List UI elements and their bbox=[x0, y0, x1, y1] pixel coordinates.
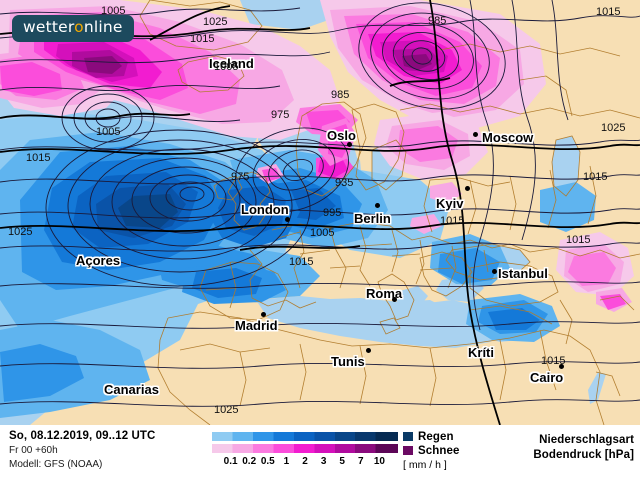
scale-tick: 0.2 bbox=[242, 456, 257, 467]
scale-tick: 0.5 bbox=[260, 456, 275, 467]
legend-key-snow: Schnee bbox=[403, 444, 460, 457]
precipitation-scale: 0.1 0.2 0.5 1 2 3 5 7 10 bbox=[212, 432, 398, 469]
logo-text-before: wetter bbox=[23, 18, 75, 36]
city-dot-kyiv bbox=[465, 186, 470, 191]
legend-footer: So, 08.12.2019, 09..12 UTC Fr 00 +60h Mo… bbox=[0, 425, 640, 478]
scale-tick: 0.1 bbox=[223, 456, 238, 467]
scale-tick: 10 bbox=[373, 456, 385, 467]
logo-text-after: nline bbox=[83, 18, 123, 36]
scale-tick: 7 bbox=[358, 456, 364, 467]
parameter-precip-type: Niederschlagsart bbox=[539, 434, 634, 446]
city-dot-istanbul bbox=[492, 269, 497, 274]
unit-label: [ mm / h ] bbox=[403, 459, 447, 471]
city-dot-berlin bbox=[375, 203, 380, 208]
city-dot-london bbox=[285, 217, 290, 222]
legend-keys: Regen Schnee [ mm / h ] bbox=[403, 430, 460, 471]
weather-map[interactable]: wetteronline Oslo Moscow London Berlin Kyiv I… bbox=[0, 0, 640, 425]
rain-label: Regen bbox=[418, 430, 454, 443]
scale-tick-labels: 0.1 0.2 0.5 1 2 3 5 7 10 bbox=[212, 456, 398, 469]
forecast-run: Fr 00 +60h bbox=[9, 445, 58, 456]
rain-color-bar bbox=[212, 432, 398, 441]
map-parameter-titles: Niederschlagsart Bodendruck [hPa] bbox=[533, 433, 634, 463]
city-dot-oslo bbox=[347, 142, 352, 147]
forecast-model: Modell: GFS (NOAA) bbox=[9, 459, 103, 470]
isobars bbox=[0, 0, 640, 407]
scale-tick: 2 bbox=[302, 456, 308, 467]
snow-color-bar bbox=[212, 444, 398, 453]
map-canvas bbox=[0, 0, 640, 425]
logo-text-accent-o: o bbox=[74, 18, 84, 36]
rain-swatch bbox=[403, 432, 413, 441]
coastlines bbox=[139, 0, 640, 425]
forecast-datetime: So, 08.12.2019, 09..12 UTC bbox=[9, 430, 156, 442]
city-dot-roma bbox=[392, 297, 397, 302]
scale-tick: 3 bbox=[320, 456, 327, 467]
city-dot-moscow bbox=[473, 132, 478, 137]
scale-tick: 5 bbox=[339, 456, 345, 467]
snow-swatch bbox=[403, 446, 413, 455]
parameter-surface-pressure: Bodendruck [hPa] bbox=[533, 449, 634, 461]
wetteronline-logo[interactable]: wetteronline bbox=[12, 15, 134, 42]
forecast-info: So, 08.12.2019, 09..12 UTC Fr 00 +60h Mo… bbox=[9, 429, 155, 472]
city-dot-tunis bbox=[366, 348, 371, 353]
city-dot-cairo bbox=[559, 364, 564, 369]
legend-key-rain: Regen bbox=[403, 430, 460, 443]
scale-tick: 1 bbox=[283, 456, 290, 467]
city-dot-madrid bbox=[261, 312, 266, 317]
snow-label: Schnee bbox=[418, 444, 460, 457]
